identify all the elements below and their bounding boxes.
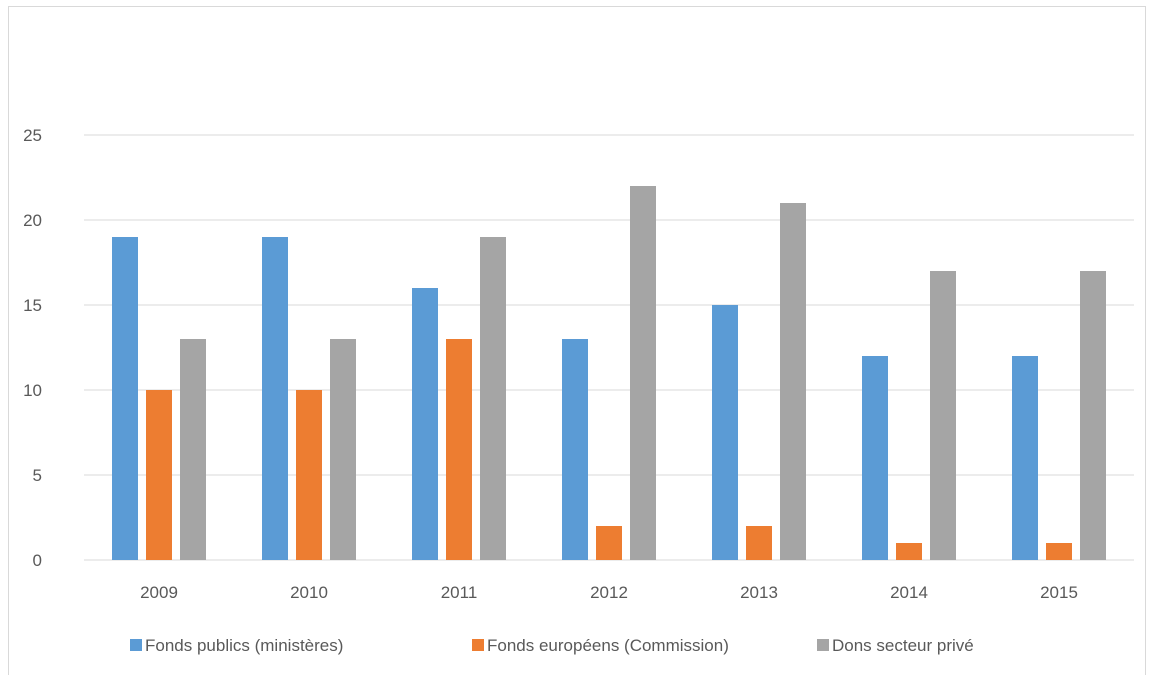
y-tick-label: 25: [23, 126, 42, 145]
legend-label: Fonds publics (ministères): [145, 636, 343, 655]
bar-2015-series-2: [1046, 543, 1072, 560]
y-tick-label: 15: [23, 296, 42, 315]
bar-2009-series-2: [146, 390, 172, 560]
y-axis-ticks: 0 5 10 15 20 25: [23, 126, 42, 570]
x-tick-label: 2014: [890, 583, 928, 602]
bar-2013-series-3: [780, 203, 806, 560]
x-tick-label: 2015: [1040, 583, 1078, 602]
x-tick-label: 2010: [290, 583, 328, 602]
y-tick-label: 20: [23, 211, 42, 230]
y-tick-label: 10: [23, 381, 42, 400]
bar-2015-series-1: [1012, 356, 1038, 560]
bar-2014-series-1: [862, 356, 888, 560]
legend-label: Dons secteur privé: [832, 636, 974, 655]
legend-swatch: [817, 639, 829, 651]
bar-2013-series-2: [746, 526, 772, 560]
bar-2012-series-2: [596, 526, 622, 560]
bar-2012-series-1: [562, 339, 588, 560]
bar-2011-series-1: [412, 288, 438, 560]
bar-2010-series-1: [262, 237, 288, 560]
x-tick-label: 2011: [441, 583, 478, 602]
legend-swatch: [472, 639, 484, 651]
y-tick-label: 0: [33, 551, 42, 570]
legend-item: Fonds publics (ministères): [130, 636, 343, 655]
bar-2011-series-3: [480, 237, 506, 560]
legend: Fonds publics (ministères) Fonds européen…: [130, 636, 974, 655]
bar-2014-series-3: [930, 271, 956, 560]
x-tick-label: 2013: [740, 583, 778, 602]
bar-2012-series-3: [630, 186, 656, 560]
x-tick-label: 2009: [140, 583, 178, 602]
bar-2014-series-2: [896, 543, 922, 560]
bar-2015-series-3: [1080, 271, 1106, 560]
bar-2009-series-3: [180, 339, 206, 560]
legend-item: Fonds européens (Commission): [472, 636, 729, 655]
legend-swatch: [130, 639, 142, 651]
x-tick-label: 2012: [590, 583, 628, 602]
bar-2010-series-2: [296, 390, 322, 560]
legend-item: Dons secteur privé: [817, 636, 974, 655]
bar-2010-series-3: [330, 339, 356, 560]
y-tick-label: 5: [33, 466, 42, 485]
bars: [112, 186, 1106, 560]
legend-label: Fonds européens (Commission): [487, 636, 729, 655]
gridlines: [84, 134, 1134, 561]
bar-2009-series-1: [112, 237, 138, 560]
x-axis-ticks: 2009 2010 2011 2012 2013 2014 2015: [140, 583, 1078, 602]
bar-2013-series-1: [712, 305, 738, 560]
bar-2011-series-2: [446, 339, 472, 560]
